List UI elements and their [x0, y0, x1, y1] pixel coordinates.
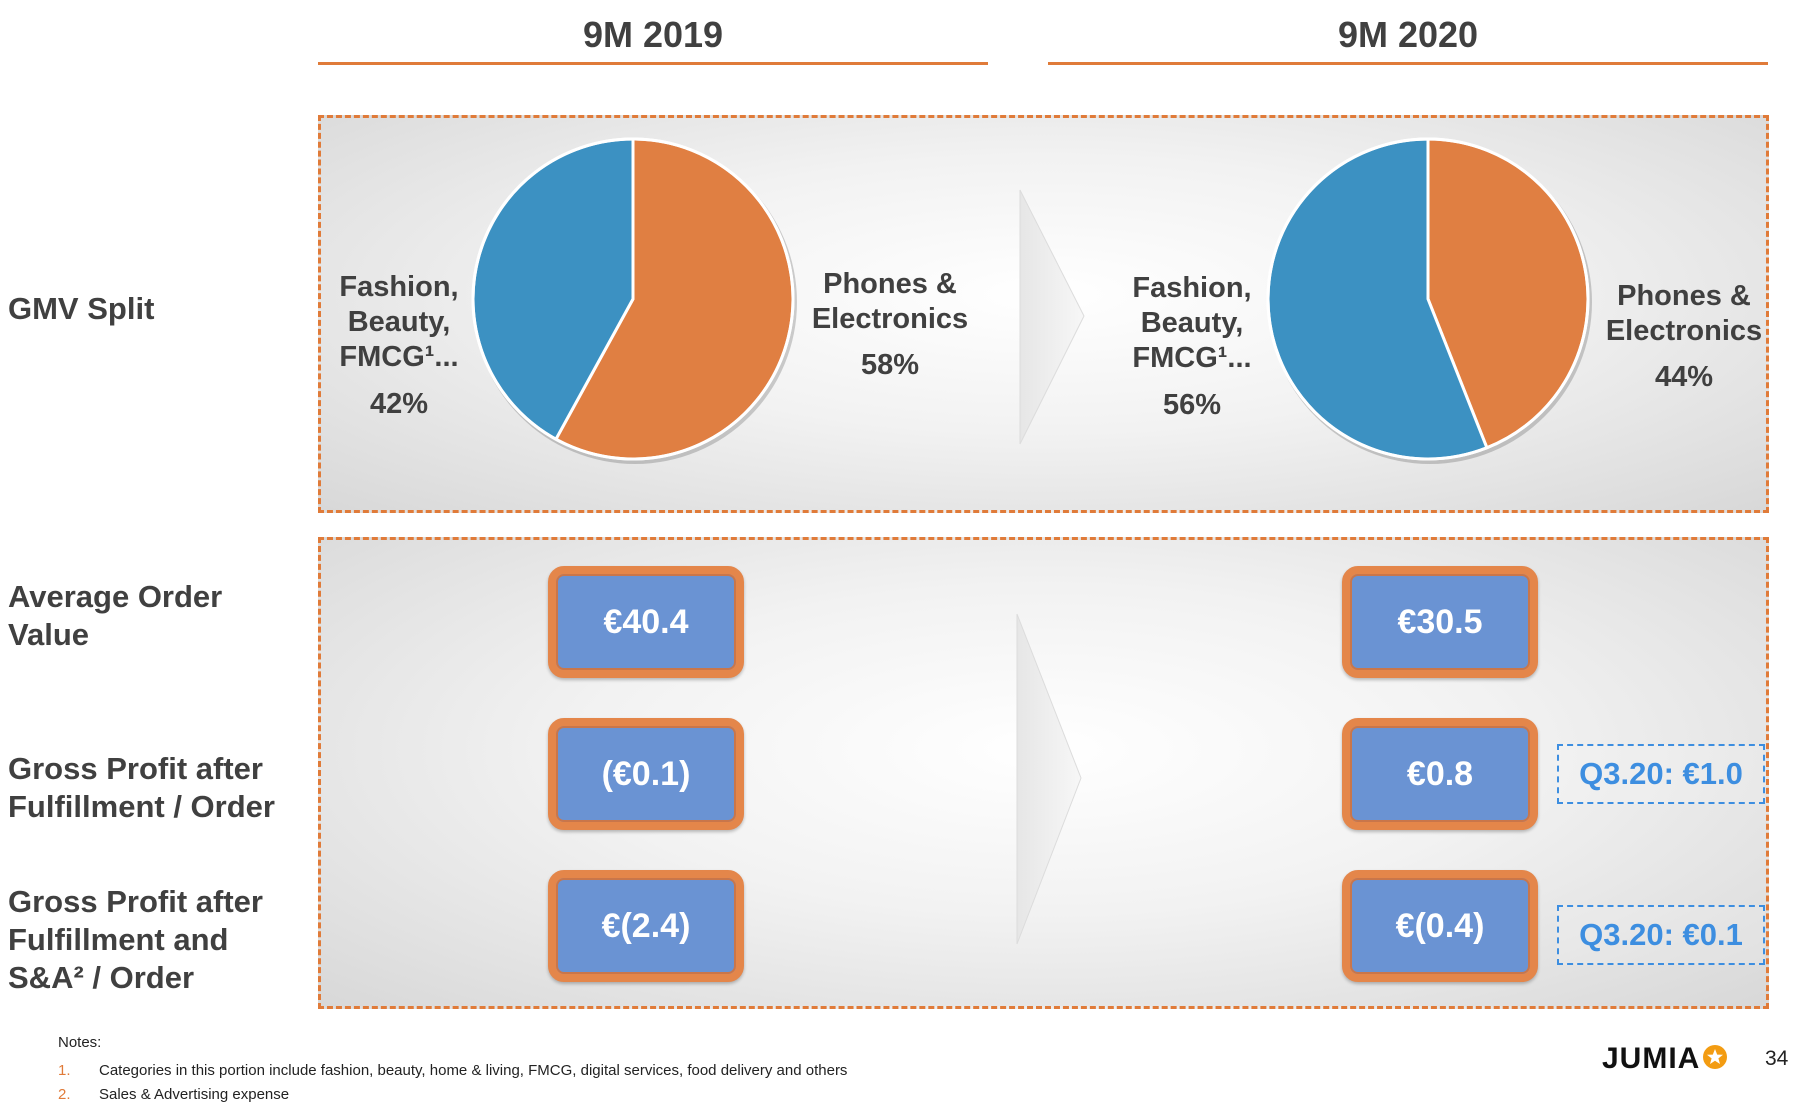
logo-text: JUMIA: [1602, 1042, 1701, 1075]
gp-fulfillment-sa-2020-value: €(0.4): [1342, 870, 1538, 982]
row-label-gross-profit-fulfillment: Gross Profit after Fulfillment / Order: [8, 751, 275, 824]
gp-fulfillment-sa-q3-callout: Q3.20: €0.1: [1557, 905, 1765, 965]
arrow-chevron-gmv: [1019, 189, 1085, 445]
note-item: 1. Categories in this portion include fas…: [58, 1062, 847, 1079]
pie-2020-label-phones: Phones & Electronics: [1605, 280, 1763, 347]
gp-fulfillment-2020-value: €0.8: [1342, 718, 1538, 830]
notes-title: Notes:: [58, 1034, 102, 1051]
note-number: 1.: [58, 1062, 71, 1079]
pie-chart-9m-2019: [471, 137, 797, 464]
note-text: Categories in this portion include fashi…: [99, 1062, 848, 1079]
note-number: 2.: [58, 1086, 71, 1103]
pie-2020-pct-fashion: 56%: [1162, 389, 1222, 421]
row-label-gross-profit-fulfillment-sa: Gross Profit after Fulfillment and S&A² …: [8, 884, 263, 995]
aov-2019-value: €40.4: [548, 566, 744, 678]
jumia-logo: JUMIA: [1602, 1042, 1728, 1076]
pie-2019-label-phones: Phones & Electronics: [811, 268, 969, 335]
header-9m-2020: 9M 2020: [1048, 14, 1768, 65]
pie-outline: [471, 137, 795, 461]
aov-2020-value: €30.5: [1342, 566, 1538, 678]
row-label-gmv-split: GMV Split: [8, 291, 155, 326]
gp-fulfillment-2019-value: (€0.1): [548, 718, 744, 830]
pie-2019-pct-fashion: 42%: [369, 388, 429, 420]
row-label-average-order-value: Average Order Value: [8, 579, 223, 652]
star-icon: [1703, 1045, 1728, 1069]
pie-chart-9m-2020: [1266, 137, 1592, 464]
pie-2020-pct-phones: 44%: [1654, 361, 1714, 393]
note-item: 2. Sales & Advertising expense: [58, 1086, 289, 1103]
page-number: 34: [1765, 1047, 1789, 1070]
gp-fulfillment-sa-2019-value: €(2.4): [548, 870, 744, 982]
header-9m-2019: 9M 2019: [318, 14, 988, 65]
gp-fulfillment-q3-callout: Q3.20: €1.0: [1557, 744, 1765, 804]
arrow-chevron-metrics: [1016, 613, 1082, 945]
pie-2019-label-fashion: Fashion, Beauty, FMCG¹...: [339, 271, 459, 373]
pie-2019-pct-phones: 58%: [860, 349, 920, 381]
pie-2020-label-fashion: Fashion, Beauty, FMCG¹...: [1132, 272, 1252, 374]
note-text: Sales & Advertising expense: [99, 1086, 290, 1103]
pie-outline: [1266, 137, 1590, 461]
